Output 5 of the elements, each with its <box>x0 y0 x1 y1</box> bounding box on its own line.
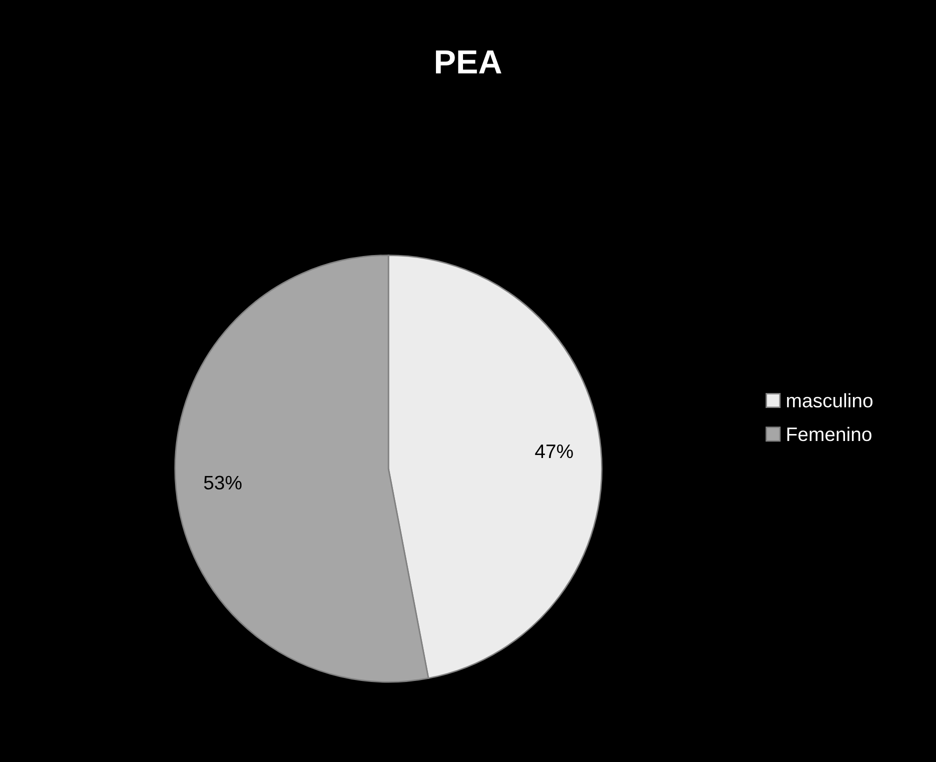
data-label: 53% <box>204 476 242 490</box>
data-label: 47% <box>535 444 573 458</box>
chart-title: PEA <box>436 50 502 74</box>
legend-label: masculino <box>787 393 872 408</box>
legend-label: Femenino <box>787 426 872 442</box>
